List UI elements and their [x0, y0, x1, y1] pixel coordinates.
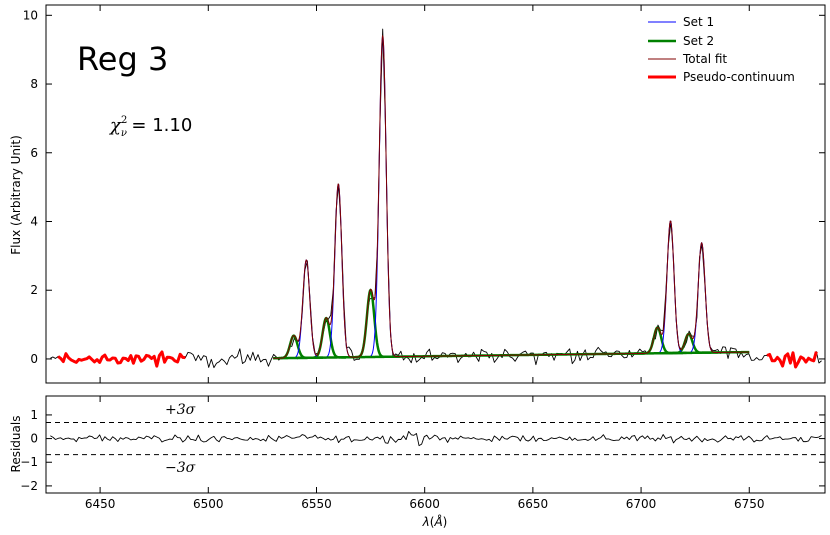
- chi-value: = 1.10: [131, 115, 192, 136]
- x-tick-label-6700: 6700: [626, 497, 657, 511]
- pseudo-continuum-line-0: [57, 350, 186, 368]
- residual-y-ticks: −2 −1 0 1: [20, 408, 825, 493]
- resid-y-tick-label-1: 1: [30, 408, 38, 422]
- x-tick-label-6650: 6650: [518, 497, 549, 511]
- residuals-frame: [45, 395, 826, 494]
- reduced-chi-square-label: χν 2 = 1.10: [108, 115, 192, 139]
- main-y-tick-label-2: 2: [30, 283, 38, 297]
- legend-label-total-fit: Total fit: [682, 52, 727, 66]
- main-x-ticks: [99, 5, 750, 383]
- x-axis-unit-open: (: [430, 515, 435, 529]
- legend-label-pseudo-continuum: Pseudo-continuum: [683, 70, 795, 84]
- main-panel: 0 2 4 6 8 10 Reg 3 χν 2 = 1.10 Set 1 Set 2 Tota…: [9, 4, 826, 384]
- residual-curves: [46, 421, 825, 456]
- resid-y-tick-label--1: −1: [20, 455, 38, 469]
- main-y-tick-label-6: 6: [30, 146, 38, 160]
- residual-x-ticks: 6450 6500 6550 6600 6650 6700 6750: [85, 396, 765, 511]
- plus-three-sigma-label: +3σ: [165, 402, 196, 418]
- resid-y-tick-label-0: 0: [30, 432, 38, 446]
- x-tick-label-6550: 6550: [301, 497, 332, 511]
- main-y-tick-label-0: 0: [30, 352, 38, 366]
- angstrom-unit: Å: [433, 514, 442, 529]
- minus-three-sigma-label: −3σ: [165, 460, 196, 476]
- main-frame: [45, 4, 826, 384]
- total-fit-line: [273, 35, 750, 359]
- resid-y-tick-label--2: −2: [20, 479, 38, 493]
- x-axis-title-wavelength: λ(Å): [422, 514, 448, 529]
- x-axis-unit-close: ): [443, 515, 448, 529]
- main-y-tick-label-8: 8: [30, 77, 38, 91]
- main-y-tick-label-4: 4: [30, 214, 38, 228]
- x-tick-label-6500: 6500: [193, 497, 224, 511]
- chi-symbol: χ: [108, 115, 122, 136]
- lambda-symbol: λ: [422, 515, 430, 529]
- residuals-panel: −2−101 6450 6500 6550 6600 6650 6700 6750 +3σ …: [9, 395, 826, 529]
- chi-subscript: ν: [121, 128, 127, 139]
- pseudo-continuum-line-1: [766, 351, 818, 369]
- legend: Set 1 Set 2 Total fit Pseudo-continuum: [648, 15, 795, 84]
- chi-superscript: 2: [121, 115, 127, 126]
- residuals-line: [50, 430, 822, 447]
- y-axis-title-residuals: Residuals: [9, 416, 23, 473]
- x-tick-label-6600: 6600: [409, 497, 440, 511]
- main-y-tick-label-10: 10: [23, 8, 38, 22]
- y-axis-title-flux: Flux (Arbitrary Unit): [9, 135, 23, 254]
- legend-label-set-1: Set 1: [683, 15, 714, 29]
- main-y-ticks: 0 2 4 6 8 10: [23, 8, 825, 366]
- main-curves: [50, 28, 822, 369]
- region-label: Reg 3: [77, 40, 168, 78]
- legend-label-set-2: Set 2: [683, 34, 714, 48]
- x-tick-label-6450: 6450: [85, 497, 116, 511]
- x-tick-label-6750: 6750: [734, 497, 765, 511]
